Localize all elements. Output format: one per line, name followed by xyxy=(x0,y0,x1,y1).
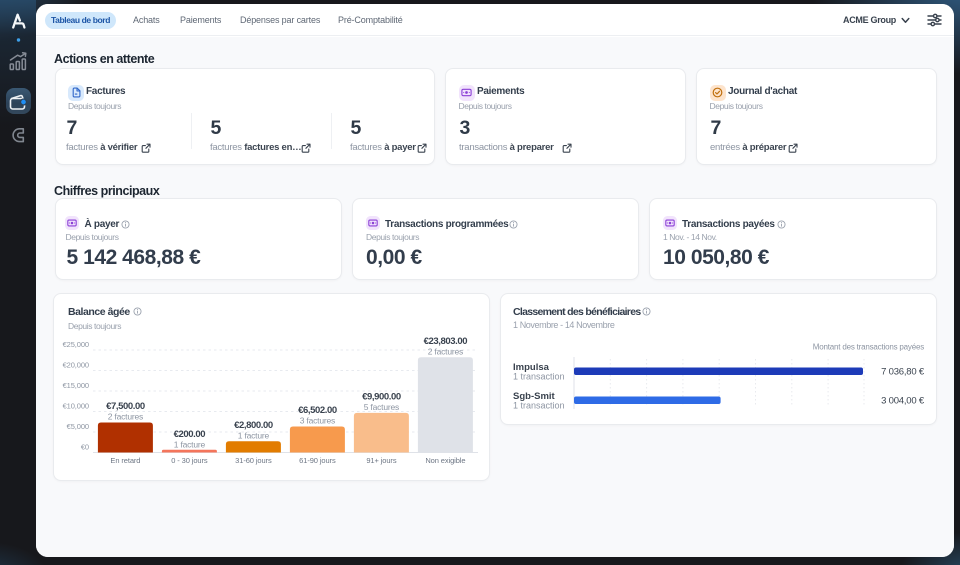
svg-text:€2,800.00: €2,800.00 xyxy=(234,420,273,431)
svg-text:€200.00: €200.00 xyxy=(174,429,206,440)
svg-text:3 factures: 3 factures xyxy=(300,416,335,426)
svg-text:Montant des transactions payée: Montant des transactions payées xyxy=(813,343,924,352)
svg-text:€9,900.00: €9,900.00 xyxy=(362,391,401,402)
svg-text:€10,000: €10,000 xyxy=(63,402,89,411)
svg-text:3 004,00 €: 3 004,00 € xyxy=(881,396,925,407)
svg-text:61-90 jours: 61-90 jours xyxy=(299,456,336,465)
svg-text:1 transaction: 1 transaction xyxy=(513,372,565,382)
svg-text:Impulsa: Impulsa xyxy=(513,362,550,373)
svg-text:91+ jours: 91+ jours xyxy=(366,456,397,465)
svg-text:Sgb-Smit: Sgb-Smit xyxy=(513,391,556,402)
svg-text:En retard: En retard xyxy=(110,456,140,465)
svg-text:Non exigible: Non exigible xyxy=(425,456,465,465)
svg-text:1 transaction: 1 transaction xyxy=(513,401,565,411)
svg-text:€25,000: €25,000 xyxy=(63,340,89,349)
svg-text:7 036,80 €: 7 036,80 € xyxy=(881,367,925,378)
svg-text:€7,500.00: €7,500.00 xyxy=(106,401,145,412)
svg-text:€0: €0 xyxy=(81,443,89,452)
svg-text:€23,803.00: €23,803.00 xyxy=(424,336,468,347)
svg-text:1 facture: 1 facture xyxy=(174,440,206,450)
svg-text:€6,502.00: €6,502.00 xyxy=(298,405,337,416)
svg-text:5 factures: 5 factures xyxy=(364,402,399,412)
svg-text:€20,000: €20,000 xyxy=(63,361,89,370)
svg-text:2 factures: 2 factures xyxy=(428,346,463,356)
svg-text:€5,000: €5,000 xyxy=(67,422,89,431)
svg-text:31-60 jours: 31-60 jours xyxy=(235,456,272,465)
svg-text:€15,000: €15,000 xyxy=(63,381,89,390)
svg-text:2 factures: 2 factures xyxy=(108,412,143,422)
svg-text:1 facture: 1 facture xyxy=(238,430,270,440)
svg-text:0 - 30 jours: 0 - 30 jours xyxy=(171,456,208,465)
